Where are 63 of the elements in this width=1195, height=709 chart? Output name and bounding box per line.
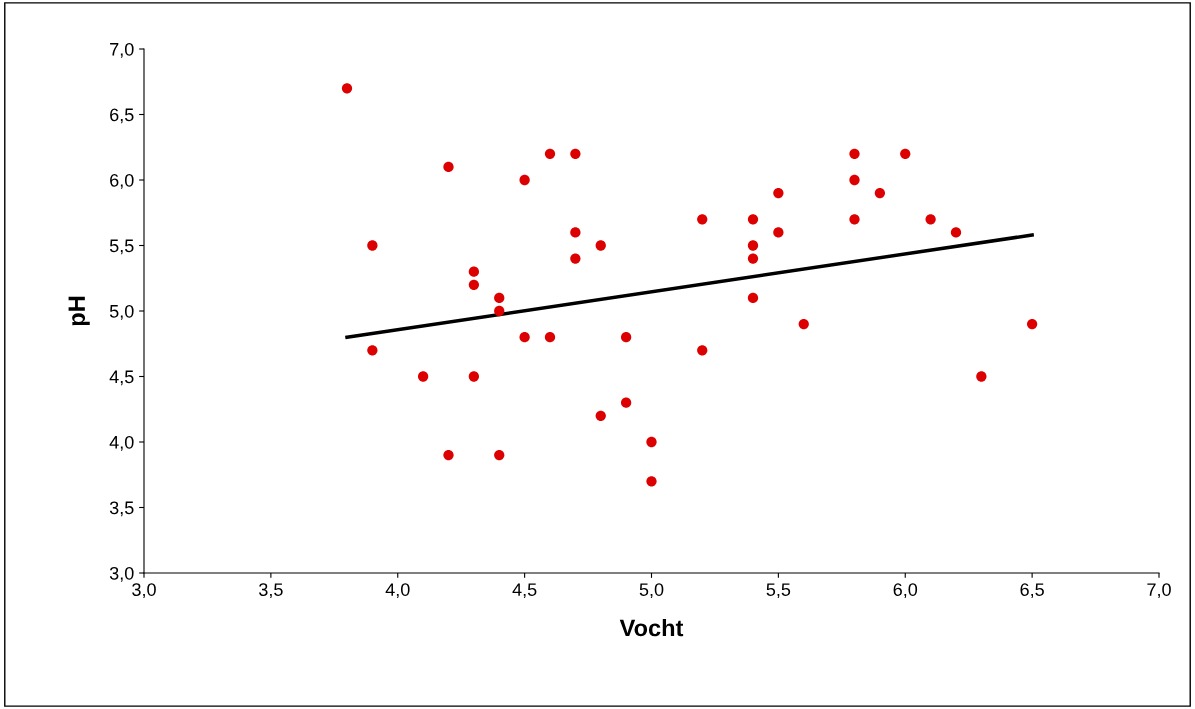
point xyxy=(900,148,911,159)
point xyxy=(341,83,353,94)
y-axis-title: pH xyxy=(68,296,90,326)
point xyxy=(570,227,581,238)
point xyxy=(747,214,759,225)
x-tick-label: 3,5 xyxy=(259,583,283,599)
point xyxy=(773,227,784,238)
point xyxy=(519,332,530,343)
point xyxy=(849,148,860,159)
point xyxy=(367,345,378,356)
point xyxy=(620,332,632,343)
x-tick-label: 6,0 xyxy=(893,583,918,599)
point xyxy=(697,214,708,225)
y-tick-label: 5,5 xyxy=(109,239,134,255)
point xyxy=(468,371,480,382)
point xyxy=(494,449,505,461)
point xyxy=(925,214,936,225)
point xyxy=(443,161,454,173)
point xyxy=(620,397,632,408)
point xyxy=(798,318,809,330)
point xyxy=(950,227,962,238)
x-tick-label: 3,0 xyxy=(132,583,156,599)
y-tick-label: 6,5 xyxy=(110,108,134,124)
point xyxy=(443,449,454,461)
y-tick-label: 4,0 xyxy=(109,435,134,451)
x-tick-label: 6,5 xyxy=(1020,583,1044,599)
point xyxy=(544,332,556,343)
point xyxy=(773,187,784,199)
point xyxy=(747,253,759,264)
x-tick-label: 5,0 xyxy=(639,583,664,599)
point xyxy=(874,187,886,199)
point xyxy=(1026,318,1038,330)
point xyxy=(646,476,657,487)
point xyxy=(468,266,480,277)
point xyxy=(646,436,657,448)
x-tick-label: 4,0 xyxy=(385,583,410,599)
point xyxy=(494,305,505,317)
y-tick-label: 3,5 xyxy=(109,501,134,517)
point xyxy=(849,214,860,225)
point xyxy=(976,371,987,382)
y-tick-label: 7,0 xyxy=(110,42,134,58)
y-tick-label: 6,0 xyxy=(110,173,134,189)
point xyxy=(494,292,505,304)
point xyxy=(595,410,606,421)
point xyxy=(747,292,759,304)
point xyxy=(417,371,429,382)
point xyxy=(570,148,581,159)
y-tick-label: 5,0 xyxy=(109,304,134,320)
point xyxy=(544,148,556,159)
x-axis-title: Vocht xyxy=(619,619,684,637)
point xyxy=(468,279,480,290)
y-tick-label: 3,0 xyxy=(109,566,134,582)
y-tick-label: 4,5 xyxy=(109,370,134,386)
x-tick-label: 4,5 xyxy=(512,583,537,599)
point xyxy=(595,240,606,251)
x-tick-label: 7,0 xyxy=(1147,583,1171,599)
point xyxy=(570,253,581,264)
point xyxy=(519,174,530,186)
point xyxy=(849,174,860,186)
point xyxy=(697,345,708,356)
point xyxy=(367,240,378,251)
x-tick-label: 5,5 xyxy=(766,583,791,599)
point xyxy=(747,240,759,251)
